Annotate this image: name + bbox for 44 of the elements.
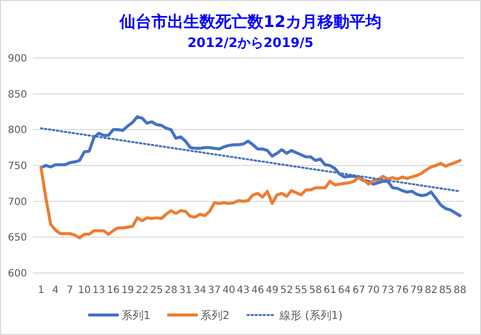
x-tick-label: 37 [208, 285, 221, 296]
x-tick-label: 85 [439, 285, 452, 296]
x-tick-label: 22 [136, 285, 149, 296]
x-tick-label: 46 [251, 285, 264, 296]
x-tick-label: 88 [454, 285, 466, 296]
chart-title: 仙台市出生数死亡数12カ月移動平均 [118, 12, 382, 31]
line-series [40, 158, 462, 240]
x-tick-label: 55 [294, 285, 308, 296]
x-tick-label: 43 [236, 285, 250, 296]
x-tick-label: 79 [410, 285, 424, 296]
y-tick-label: 850 [8, 89, 27, 100]
y-tick-label: 650 [8, 232, 27, 244]
x-tick-label: 40 [222, 285, 236, 296]
x-tick-label: 31 [179, 285, 192, 296]
x-tick-label: 16 [106, 285, 120, 296]
x-tick-label: 76 [396, 285, 409, 296]
x-tick-label: 28 [164, 285, 178, 296]
x-tick-label: 1 [38, 285, 44, 296]
y-tick-label: 600 [8, 268, 27, 280]
line-series [40, 115, 462, 218]
x-tick-label: 4 [52, 285, 59, 296]
x-tick-label: 13 [92, 285, 106, 296]
x-tick-label: 58 [309, 285, 322, 296]
x-tick-label: 10 [78, 285, 91, 296]
x-tick-label: 82 [424, 285, 438, 296]
x-tick-label: 34 [194, 285, 206, 296]
chart-subtitle: 2012/2から2019/5 [188, 36, 314, 51]
legend-label: 系列2 [200, 308, 230, 322]
y-tick-label: 700 [8, 196, 27, 208]
x-tick-label: 67 [352, 285, 366, 296]
y-tick-label: 900 [8, 54, 27, 64]
x-tick-label: 70 [366, 285, 380, 296]
legend-label: 系列1 [122, 308, 150, 322]
x-tick-label: 64 [338, 285, 351, 296]
x-tick-label: 73 [381, 285, 394, 296]
y-tick-label: 800 [8, 125, 27, 136]
legend-label: 線形 (系列1) [278, 308, 343, 322]
x-tick-label: 49 [266, 285, 279, 296]
y-tick-label: 750 [8, 161, 27, 172]
x-tick-label: 7 [66, 285, 74, 296]
x-tick-label: 61 [324, 285, 336, 296]
x-tick-label: 25 [150, 285, 163, 296]
x-tick-label: 52 [280, 285, 293, 296]
x-tick-label: 19 [121, 285, 134, 296]
